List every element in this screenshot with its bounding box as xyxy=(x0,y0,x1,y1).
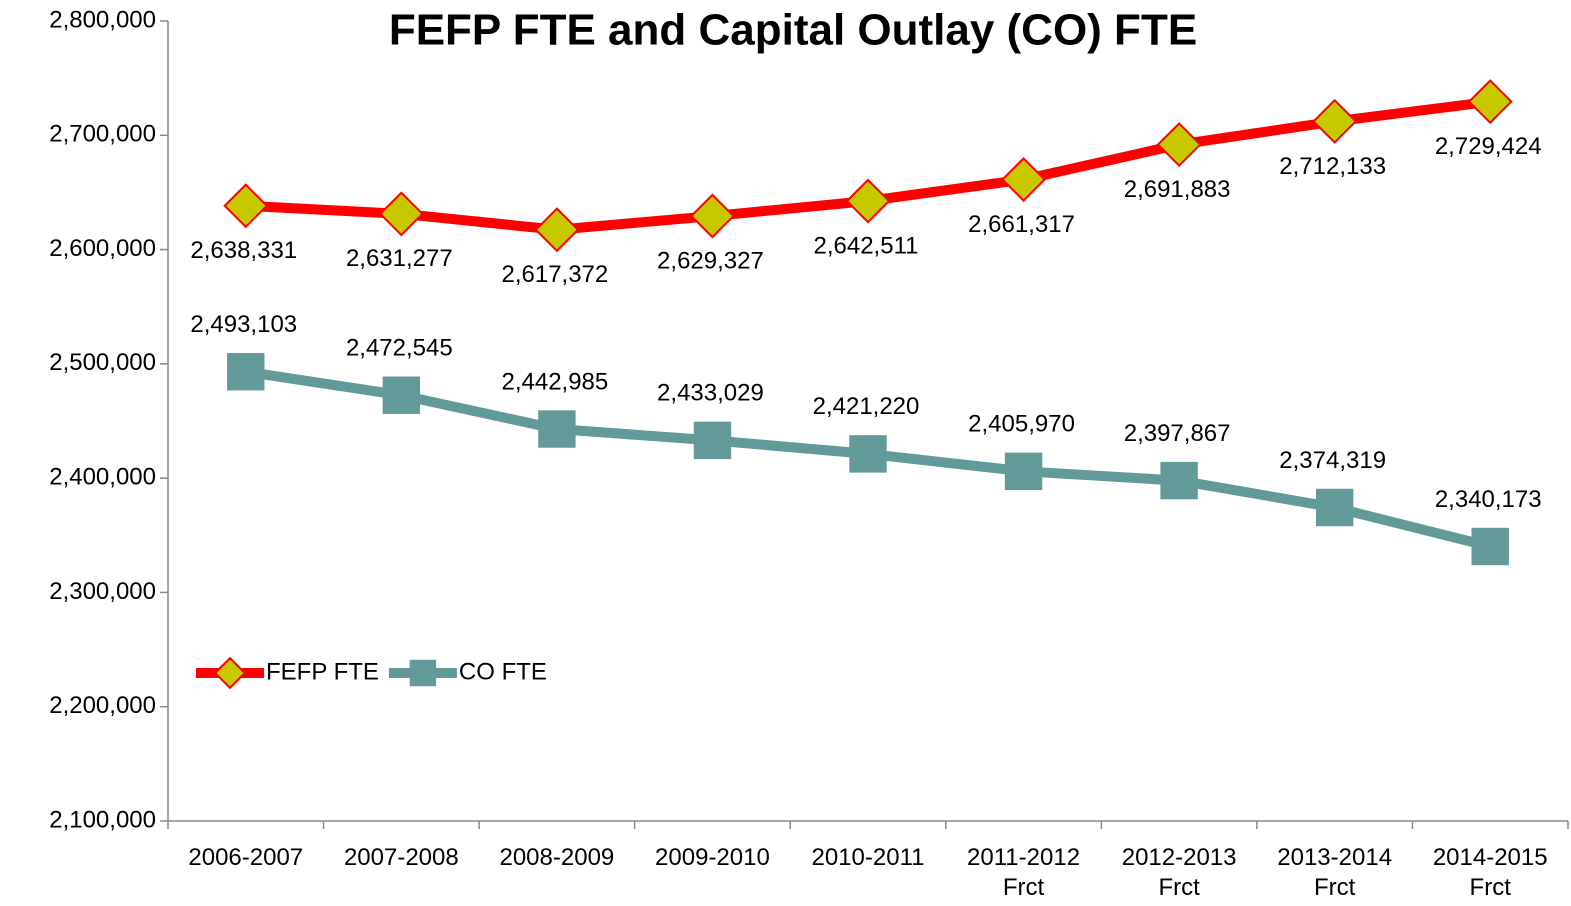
y-tick-label: 2,200,000 xyxy=(49,692,156,719)
legend-marker xyxy=(409,659,437,687)
data-label: 2,617,372 xyxy=(501,261,608,288)
data-label: 2,433,029 xyxy=(657,380,764,407)
marker xyxy=(693,421,732,460)
x-tick-label: 2006-2007 xyxy=(188,844,304,871)
marker xyxy=(227,353,265,391)
x-tick-label: 2014-2015 Frct xyxy=(1432,844,1548,901)
x-tick-label: 2009-2010 xyxy=(655,844,770,871)
legend-label: CO FTE xyxy=(459,658,547,685)
marker xyxy=(1001,157,1047,202)
y-tick-label: 2,400,000 xyxy=(49,463,156,490)
x-tick-label: 2012-2013 Frct xyxy=(1121,844,1237,901)
data-label: 2,629,327 xyxy=(657,247,764,274)
x-tick-label: 2010-2011 xyxy=(811,844,925,871)
data-label: 2,661,317 xyxy=(968,211,1075,238)
data-label: 2,421,220 xyxy=(813,393,920,420)
marker xyxy=(1312,98,1358,144)
legend-marker xyxy=(213,656,247,690)
y-tick-label: 2,500,000 xyxy=(49,349,156,376)
chart-title: FEFP FTE and Capital Outlay (CO) FTE xyxy=(389,6,1197,55)
y-tick-label: 2,300,000 xyxy=(49,578,156,605)
marker xyxy=(849,435,887,473)
data-label: 2,374,319 xyxy=(1279,447,1386,474)
y-tick-label: 2,100,000 xyxy=(49,806,156,833)
marker xyxy=(1160,461,1198,500)
x-tick-label: 2011-2012 Frct xyxy=(967,844,1081,901)
marker xyxy=(534,207,580,253)
x-tick-label: 2013-2014 Frct xyxy=(1277,844,1393,901)
y-tick-label: 2,800,000 xyxy=(49,6,156,33)
marker xyxy=(378,191,424,237)
marker xyxy=(1004,452,1043,491)
y-tick-label: 2,700,000 xyxy=(49,121,156,148)
data-label: 2,642,511 xyxy=(814,232,919,259)
y-tick-label: 2,600,000 xyxy=(49,235,156,262)
data-label: 2,691,883 xyxy=(1124,176,1231,203)
marker xyxy=(1315,488,1354,527)
marker xyxy=(1467,79,1513,125)
marker xyxy=(1471,527,1509,566)
marker xyxy=(223,183,269,229)
data-label: 2,638,331 xyxy=(190,237,297,264)
legend-label: FEFP FTE xyxy=(266,658,379,685)
marker xyxy=(689,193,735,239)
data-label: 2,442,985 xyxy=(501,368,608,395)
data-label: 2,712,133 xyxy=(1279,153,1386,180)
marker xyxy=(382,376,421,414)
marker xyxy=(845,178,891,224)
data-label: 2,340,173 xyxy=(1435,486,1542,513)
data-label: 2,729,424 xyxy=(1435,133,1542,160)
data-label: 2,405,970 xyxy=(968,411,1075,438)
marker xyxy=(538,410,576,448)
data-label: 2,397,867 xyxy=(1124,420,1231,447)
data-label: 2,631,277 xyxy=(346,245,453,272)
data-label: 2,493,103 xyxy=(190,311,297,338)
data-label: 2,472,545 xyxy=(346,335,453,362)
marker xyxy=(1156,122,1202,168)
x-tick-label: 2007-2008 xyxy=(343,844,459,871)
x-tick-label: 2008-2009 xyxy=(499,844,615,871)
